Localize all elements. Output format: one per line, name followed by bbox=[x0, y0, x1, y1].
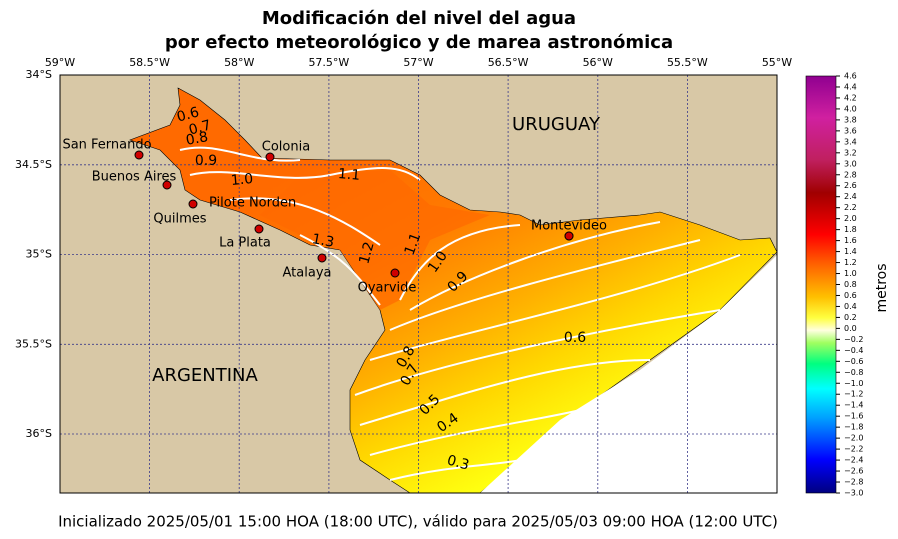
core bbox=[260, 170, 490, 310]
colorbar-tick-label: 0.8 bbox=[844, 280, 857, 289]
lat-tick-label: 34°S bbox=[26, 68, 52, 81]
colorbar-tick-label: 0.2 bbox=[844, 313, 857, 322]
lon-tick-label: 59°W bbox=[45, 56, 75, 69]
station-label: La Plata bbox=[219, 236, 271, 251]
lat-tick-label: 35°S bbox=[26, 248, 52, 261]
contour-label: 0.6 bbox=[564, 330, 586, 346]
contour-label: 0.3 bbox=[445, 452, 471, 473]
contour-label: 1.1 bbox=[337, 166, 361, 184]
station-marker bbox=[254, 224, 264, 234]
colorbar-tick-label: 1.4 bbox=[844, 247, 857, 256]
station-marker bbox=[162, 180, 172, 190]
colorbar-tick-label: 2.8 bbox=[844, 170, 857, 179]
colorbar-tick-label: 3.2 bbox=[844, 148, 857, 157]
colorbar-tick-label: −3.0 bbox=[844, 489, 863, 498]
subtitle: por efecto meteorológico y de marea astr… bbox=[165, 32, 673, 53]
colorbar-tick-label: 1.2 bbox=[844, 258, 857, 267]
country-label: ARGENTINA bbox=[152, 365, 258, 386]
station-marker bbox=[317, 253, 327, 263]
colorbar-label: metros bbox=[874, 263, 890, 312]
contour-label: 0.8 bbox=[185, 129, 210, 149]
colorbar-tick-label: 1.6 bbox=[844, 236, 857, 245]
colorbar-tick-label: 2.2 bbox=[844, 203, 857, 212]
station-label: Colonia bbox=[262, 140, 310, 155]
colorbar-tick-label: −1.0 bbox=[844, 379, 863, 388]
station-marker bbox=[134, 150, 144, 160]
colorbar-tick-label: −2.8 bbox=[844, 478, 863, 487]
colorbar-tick-label: −1.4 bbox=[844, 401, 863, 410]
lat-tick-label: 35.5°S bbox=[15, 337, 52, 350]
title: Modificación del nivel del agua bbox=[262, 8, 576, 29]
contour-label: 1.3 bbox=[311, 231, 336, 251]
colorbar bbox=[805, 75, 837, 494]
colorbar-tick-label: 3.0 bbox=[844, 159, 857, 168]
colorbar-tick-label: 2.0 bbox=[844, 214, 857, 223]
colorbar-tick-label: −2.4 bbox=[844, 456, 863, 465]
station-label: Montevideo bbox=[531, 219, 607, 234]
station-marker bbox=[390, 268, 400, 278]
colorbar-tick-label: 0.4 bbox=[844, 302, 857, 311]
colorbar-tick-label: 3.8 bbox=[844, 115, 857, 124]
lat-tick-label: 34.5°S bbox=[15, 158, 52, 171]
lon-tick-label: 56°W bbox=[583, 56, 613, 69]
colorbar-tick-label: −0.4 bbox=[844, 346, 863, 355]
contour-label: 1.1 bbox=[402, 231, 425, 257]
colorbar-tick-label: 4.4 bbox=[844, 82, 857, 91]
colorbar-tick-label: 4.0 bbox=[844, 104, 857, 113]
colorbar-tick-label: −1.6 bbox=[844, 412, 863, 421]
contour-label: 0.9 bbox=[195, 153, 217, 169]
lon-tick-label: 58.5°W bbox=[129, 56, 170, 69]
graticule bbox=[60, 75, 777, 493]
colorbar-tick-label: −0.8 bbox=[844, 368, 863, 377]
no-data bbox=[480, 255, 777, 493]
colorbar-tick-label: 1.0 bbox=[844, 269, 857, 278]
colorbar-tick-label: 2.6 bbox=[844, 181, 857, 190]
colorbar-tick-label: 3.4 bbox=[844, 137, 857, 146]
colorbar-tick-label: 1.8 bbox=[844, 225, 857, 234]
lat-tick-label: 36°S bbox=[26, 427, 52, 440]
colorbar-tick-label: −2.0 bbox=[844, 434, 863, 443]
contour-label: 1.2 bbox=[356, 240, 377, 266]
lon-tick-label: 56.5°W bbox=[488, 56, 529, 69]
station-marker bbox=[188, 199, 198, 209]
station-label: San Fernando bbox=[62, 138, 151, 153]
colorbar-tick-label: −0.6 bbox=[844, 357, 863, 366]
colorbar-tick-label: −1.2 bbox=[844, 390, 863, 399]
station-label: Atalaya bbox=[283, 266, 332, 281]
lon-tick-label: 57°W bbox=[403, 56, 433, 69]
colorbar-tick-label: 4.6 bbox=[844, 72, 857, 81]
station-label: Pilote Norden bbox=[209, 196, 296, 211]
lon-tick-label: 58°W bbox=[224, 56, 254, 69]
colorbar-tick-label: 0.6 bbox=[844, 291, 857, 300]
station-label: Quilmes bbox=[153, 212, 206, 227]
colorbar-tick-label: 3.6 bbox=[844, 126, 857, 135]
map-frame bbox=[59, 74, 778, 494]
station-label: Oyarvide bbox=[358, 281, 417, 296]
map-area bbox=[59, 74, 778, 494]
colorbar-tick-label: −0.2 bbox=[844, 335, 863, 344]
station-marker bbox=[564, 231, 574, 241]
station-marker bbox=[265, 152, 275, 162]
contour-label: 0.6 bbox=[175, 104, 201, 125]
footer: Inicializado 2025/05/01 15:00 HOA (18:00… bbox=[58, 513, 778, 531]
contour-label: 0.7 bbox=[187, 117, 213, 138]
lon-tick-label: 55.5°W bbox=[667, 56, 708, 69]
contour-lines bbox=[179, 146, 741, 481]
lon-tick-label: 55°W bbox=[762, 56, 792, 69]
colorbar-tick-label: −2.2 bbox=[844, 445, 863, 454]
colorbar-tick-label: −1.8 bbox=[844, 423, 863, 432]
contour-label: 1.0 bbox=[230, 171, 254, 189]
station-label: Buenos Aires bbox=[92, 170, 177, 185]
colorbar-tick-label: 2.4 bbox=[844, 192, 857, 201]
colorbar-tick-label: 4.2 bbox=[844, 93, 857, 102]
country-label: URUGUAY bbox=[512, 114, 601, 135]
colorbar-tick-label: −2.6 bbox=[844, 467, 863, 476]
colorbar-tick-label: 0.0 bbox=[844, 324, 857, 333]
lon-tick-label: 57.5°W bbox=[308, 56, 349, 69]
